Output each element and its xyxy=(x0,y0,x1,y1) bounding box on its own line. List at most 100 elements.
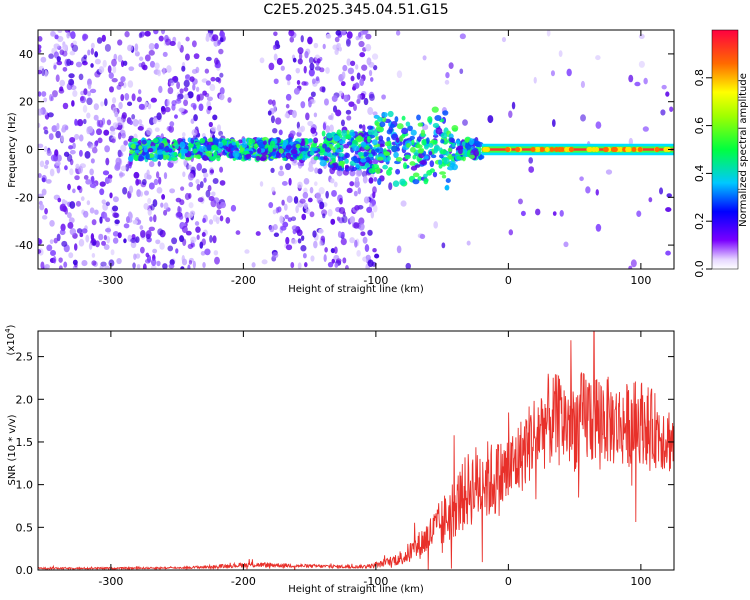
noise-dot xyxy=(303,65,307,74)
noise-dot xyxy=(448,62,454,70)
noise-dot xyxy=(87,49,91,56)
noise-dot xyxy=(334,48,339,56)
signal-dot xyxy=(444,185,449,191)
noise-dot xyxy=(331,190,337,197)
signal-dot xyxy=(351,166,358,172)
noise-dot xyxy=(72,188,76,194)
signal-dot xyxy=(199,145,205,153)
noise-dot xyxy=(44,264,50,269)
noise-dot xyxy=(579,176,584,182)
noise-dot xyxy=(132,262,136,269)
signal-dot xyxy=(356,135,363,143)
noise-dot xyxy=(69,137,76,143)
signal-dot xyxy=(448,137,454,143)
noise-dot xyxy=(201,168,208,174)
noise-dot xyxy=(185,217,190,223)
noise-dot xyxy=(148,226,155,232)
noise-dot xyxy=(318,228,324,234)
signal-dot xyxy=(338,140,346,145)
noise-dot xyxy=(202,262,206,269)
noise-dot xyxy=(138,89,142,95)
y-tick-label: 2.5 xyxy=(16,351,34,364)
noise-dot xyxy=(205,35,210,42)
noise-dot xyxy=(124,93,130,101)
signal-dot xyxy=(449,162,456,168)
noise-dot xyxy=(122,187,128,195)
noise-dot xyxy=(292,57,297,63)
signal-dot xyxy=(338,153,345,157)
noise-dot xyxy=(341,71,346,80)
noise-dot xyxy=(175,211,182,219)
noise-dot xyxy=(381,94,386,100)
signal-dot xyxy=(416,114,421,121)
noise-dot xyxy=(338,197,343,205)
noise-dot xyxy=(299,198,306,204)
noise-dot xyxy=(643,77,648,85)
noise-dot xyxy=(219,31,225,38)
noise-dot xyxy=(285,244,293,251)
noise-dot xyxy=(178,107,185,113)
noise-dot xyxy=(219,72,224,78)
noise-dot xyxy=(319,67,325,73)
noise-dot xyxy=(304,51,309,59)
signal-dot xyxy=(386,169,392,176)
noise-dot xyxy=(297,262,302,269)
noise-dot xyxy=(60,223,66,232)
noise-dot xyxy=(313,42,319,49)
noise-dot xyxy=(83,118,87,125)
noise-dot xyxy=(195,86,200,92)
noise-dot xyxy=(315,76,320,82)
signal-dot xyxy=(199,137,206,144)
noise-dot xyxy=(96,128,103,136)
noise-dot xyxy=(158,35,164,42)
noise-dot xyxy=(102,170,110,176)
noise-dot xyxy=(212,235,217,244)
noise-dot xyxy=(184,192,191,201)
noise-dot xyxy=(44,208,48,215)
noise-dot xyxy=(58,265,63,269)
noise-dot xyxy=(348,101,355,107)
noise-dot xyxy=(117,132,122,140)
noise-dot xyxy=(78,186,83,194)
signal-dot xyxy=(391,145,398,153)
noise-dot xyxy=(367,107,374,116)
signal-dot xyxy=(386,129,393,135)
noise-dot xyxy=(638,33,645,39)
noise-dot xyxy=(127,80,134,88)
signal-dot xyxy=(423,155,429,160)
signal-line-peak xyxy=(505,147,511,152)
noise-dot xyxy=(182,171,186,178)
noise-dot xyxy=(354,205,360,211)
noise-dot xyxy=(104,265,111,269)
signal-line-peak xyxy=(544,147,550,152)
noise-dot xyxy=(64,207,69,215)
colorbar-label: Normalized spectral amplitude xyxy=(738,73,749,227)
noise-dot xyxy=(150,97,157,103)
signal-dot xyxy=(434,115,442,122)
signal-dot xyxy=(410,165,418,171)
noise-dot xyxy=(329,124,334,133)
noise-dot xyxy=(187,264,191,269)
noise-dot xyxy=(297,162,303,169)
noise-dot xyxy=(58,257,63,263)
noise-dot xyxy=(154,127,160,132)
signal-dot xyxy=(410,129,417,136)
noise-dot xyxy=(93,114,99,121)
x-tick-label: -200 xyxy=(231,575,256,588)
signal-dot xyxy=(319,160,327,167)
noise-dot xyxy=(141,61,146,70)
signal-dot xyxy=(435,127,443,135)
noise-dot xyxy=(89,168,94,176)
noise-dot xyxy=(528,166,535,173)
noise-dot xyxy=(200,251,206,256)
noise-dot xyxy=(147,208,152,216)
noise-dot xyxy=(335,258,342,264)
noise-dot xyxy=(196,94,201,102)
signal-dot xyxy=(290,149,298,155)
noise-dot xyxy=(50,154,57,162)
noise-dot xyxy=(108,72,114,79)
signal-dot xyxy=(194,141,201,146)
signal-dot xyxy=(295,143,301,149)
noise-dot xyxy=(56,154,62,162)
noise-dot xyxy=(595,223,602,232)
